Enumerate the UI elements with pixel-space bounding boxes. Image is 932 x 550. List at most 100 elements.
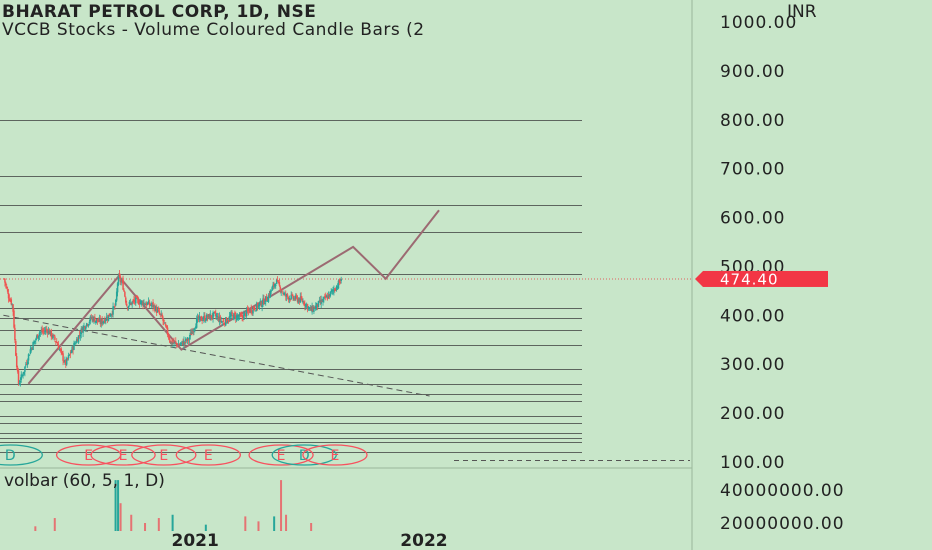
candle-body	[121, 280, 123, 282]
candle-body	[224, 324, 226, 326]
candle-body	[231, 312, 233, 314]
candle-body	[246, 309, 249, 312]
candle-body	[193, 329, 195, 332]
candle-body	[202, 319, 204, 321]
candle-body	[316, 304, 319, 307]
candle-body	[20, 374, 23, 380]
candle-body	[135, 297, 137, 304]
volume-bar	[285, 514, 288, 531]
candle-body	[255, 310, 257, 312]
candle-body	[16, 367, 19, 372]
candle-body	[8, 298, 11, 301]
candle-body	[338, 279, 341, 283]
candle-body	[123, 289, 125, 292]
candle-body	[142, 301, 144, 306]
candle-body	[321, 300, 323, 302]
candle-body	[100, 319, 102, 325]
candle-body	[146, 302, 149, 305]
candle-body	[59, 348, 62, 350]
candle-body	[156, 309, 159, 313]
candle-body	[143, 302, 145, 306]
candle-body	[198, 316, 201, 320]
candle-body	[325, 295, 328, 298]
candle-body	[306, 304, 309, 310]
candle-body	[158, 311, 161, 314]
earnings-marker	[90, 444, 156, 466]
candle-body	[140, 300, 142, 304]
candle-body	[35, 335, 38, 339]
candle-body	[203, 316, 205, 319]
candle-body	[10, 299, 13, 305]
candle-body	[247, 309, 250, 312]
candle-body	[332, 290, 334, 292]
candle-body	[155, 307, 158, 313]
volume-bar	[157, 518, 160, 531]
candle-body	[191, 331, 193, 334]
candle-body	[314, 305, 317, 310]
candle-body	[139, 302, 142, 305]
candle-body	[41, 329, 43, 332]
candle-body	[257, 304, 260, 308]
candle-body	[270, 290, 272, 292]
earnings-marker	[302, 444, 368, 466]
candle-body	[294, 298, 296, 300]
candle-body	[67, 355, 70, 359]
candle-body	[244, 312, 246, 314]
candle-body	[5, 286, 8, 289]
candle-body	[135, 296, 138, 298]
candle-body	[300, 296, 302, 299]
candle-body	[50, 329, 53, 337]
candle-body	[305, 304, 308, 306]
candle-body	[23, 371, 25, 374]
dividend-marker-label: D	[5, 448, 16, 464]
candle-body	[285, 294, 288, 297]
candle-body	[169, 341, 172, 343]
candle-body	[337, 280, 340, 289]
candle-body	[125, 297, 127, 303]
candle-body	[201, 320, 203, 322]
candle-body	[264, 303, 266, 305]
dividend-marker-label: D	[299, 448, 310, 464]
candle-body	[195, 326, 197, 329]
candle-body	[130, 302, 132, 305]
candle-body	[274, 284, 277, 286]
candle-body	[52, 334, 54, 339]
candle-body	[83, 325, 85, 328]
candle-body	[115, 291, 118, 301]
candle-body	[17, 370, 20, 384]
candle-body	[31, 348, 33, 350]
volume-bar	[117, 480, 120, 531]
volume-indicator-label[interactable]: volbar (60, 5, 1, D)	[4, 471, 165, 491]
candle-body	[223, 322, 225, 324]
candle-body	[73, 343, 75, 350]
candle-body	[84, 326, 86, 329]
candle-body	[173, 341, 175, 344]
candle-body	[239, 315, 242, 317]
candle-body	[209, 314, 212, 320]
candle-body	[109, 315, 112, 317]
candle-body	[294, 295, 297, 299]
candle-body	[176, 344, 179, 347]
candle-body	[51, 335, 53, 338]
candle-body	[70, 351, 73, 354]
candle-body	[87, 324, 90, 326]
candle-body	[283, 293, 285, 295]
candle-body	[288, 298, 291, 300]
candle-body	[200, 316, 202, 321]
price-axis-tick: 800.00	[720, 111, 785, 131]
candle-body	[229, 315, 232, 318]
candle-body	[40, 330, 43, 332]
candle-body	[89, 316, 92, 322]
candle-body	[88, 321, 91, 324]
candle-body	[21, 375, 23, 377]
candle-body	[85, 327, 87, 330]
candle-body	[265, 297, 268, 301]
price-axis-tick: 600.00	[720, 209, 785, 229]
candle-body	[207, 314, 210, 317]
candle-body	[97, 320, 100, 323]
candle-body	[313, 307, 315, 312]
candle-body	[46, 330, 49, 334]
candle-body	[233, 313, 235, 320]
candle-body	[292, 295, 294, 299]
